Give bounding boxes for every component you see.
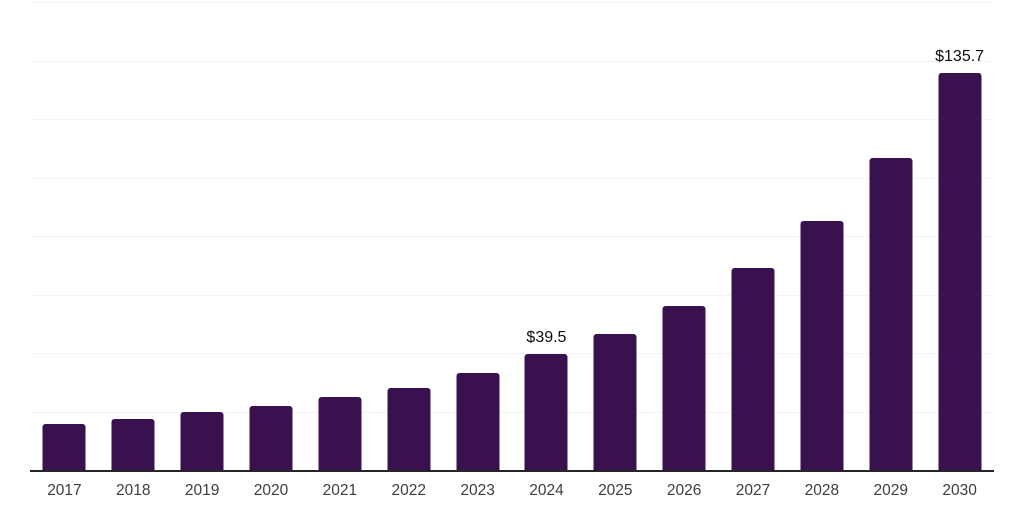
bar-2029 [869, 157, 913, 470]
bar-2021 [318, 397, 362, 470]
bar-slot [168, 2, 237, 470]
x-tick-label-2023: 2023 [460, 482, 495, 499]
bar-2019 [180, 412, 224, 470]
bar-2017 [42, 423, 86, 470]
bar-slot [374, 2, 443, 470]
gridline [30, 2, 994, 3]
bar-slot [787, 2, 856, 470]
bar-2018 [111, 418, 155, 470]
bars-row: $39.5 $135.7 [30, 2, 994, 470]
x-tick-label-2021: 2021 [322, 482, 358, 499]
gridline [30, 60, 994, 62]
gridline [30, 353, 994, 354]
x-axis-tick-labels: 2017 2018 2019 2020 2021 2022 2023 2024 2025 2026… [30, 480, 994, 502]
bar-slot [99, 2, 168, 470]
x-tick-label-2017: 2017 [47, 482, 82, 499]
bar-slot [719, 2, 788, 470]
bar-slot [650, 2, 719, 470]
x-tick-label-2025: 2025 [598, 482, 633, 499]
bar-slot [856, 2, 925, 470]
bar-2027 [731, 268, 775, 470]
bar-slot [305, 2, 374, 470]
x-axis-line [30, 470, 994, 472]
bar-2022 [387, 387, 431, 470]
x-tick-label-2029: 2029 [873, 482, 908, 499]
bar-2028 [800, 220, 844, 470]
bar-value-label-2030: $135.7 [935, 48, 985, 66]
gridline [30, 119, 994, 120]
gridline [30, 294, 994, 296]
bar-2023 [456, 373, 500, 470]
bar-slot: $135.7 [925, 2, 994, 470]
bar-2030 [938, 73, 982, 470]
bar-slot [30, 2, 99, 470]
x-tick-label-2030: 2030 [942, 482, 977, 499]
x-tick-label-2022: 2022 [391, 482, 426, 499]
bar-2026 [662, 305, 706, 470]
bar-slot [237, 2, 306, 470]
gridline [30, 177, 994, 179]
x-tick-label-2019: 2019 [184, 482, 220, 499]
gridline [30, 236, 994, 237]
x-tick-label-2027: 2027 [735, 482, 771, 499]
x-tick-label-2018: 2018 [116, 482, 151, 499]
x-tick-label-2024: 2024 [529, 482, 564, 499]
bar-2024 [524, 354, 568, 470]
x-tick-label-2026: 2026 [666, 482, 702, 499]
bar-slot: $39.5 [512, 2, 581, 470]
bar-value-label-2024: $39.5 [526, 329, 567, 347]
x-tick-label-2028: 2028 [804, 482, 840, 499]
bar-2020 [249, 405, 293, 470]
gridline [30, 411, 994, 413]
plot-area: $39.5 $135.7 [30, 2, 994, 472]
bar-slot [581, 2, 650, 470]
bar-slot [443, 2, 512, 470]
x-tick-label-2020: 2020 [253, 482, 289, 499]
bar-2025 [593, 333, 637, 470]
